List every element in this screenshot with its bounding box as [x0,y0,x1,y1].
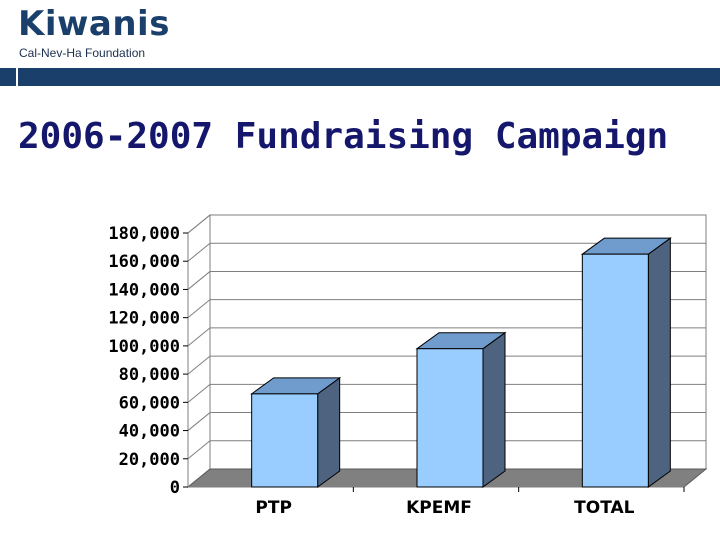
gridline-side [187,440,211,460]
bar [416,348,484,488]
x-tick-label: KPEMF [406,498,472,518]
y-tick-label: 140,000 [108,280,180,300]
bar-side [647,237,671,488]
y-tick-label: 60,000 [119,393,180,413]
header-rule [0,68,720,86]
gridline-side [187,327,211,347]
gridline-side [187,412,211,431]
y-tick-label: 160,000 [108,252,180,272]
bar-side [317,376,341,488]
x-tick-label: PTP [255,498,292,518]
y-tick-label: 20,000 [119,450,180,470]
y-tick-label: 40,000 [119,422,180,442]
y-tick-label: 100,000 [108,337,180,357]
brand-name: Kiwanis [18,4,170,44]
header-rule-right [18,68,720,86]
header-rule-left [0,68,16,86]
slide-title: 2006-2007 Fundraising Campaign [18,116,669,157]
gridline-side [187,299,211,319]
gridline-side [187,242,211,262]
y-tick-label: 0 [170,478,180,498]
bar-side [482,331,506,488]
y-tick-label: 80,000 [119,365,180,385]
chart-side-wall [187,213,211,489]
gridline-side [187,271,211,290]
brand-subtitle: Cal-Nev-Ha Foundation [19,46,146,60]
gridline-side [187,214,211,234]
gridline-side [187,383,211,403]
y-tick-label: 180,000 [108,224,180,244]
y-tick-label: 120,000 [108,309,180,329]
x-tick-label: TOTAL [574,498,634,518]
bar [581,253,649,488]
gridline-side [187,355,211,375]
bar [251,393,319,488]
